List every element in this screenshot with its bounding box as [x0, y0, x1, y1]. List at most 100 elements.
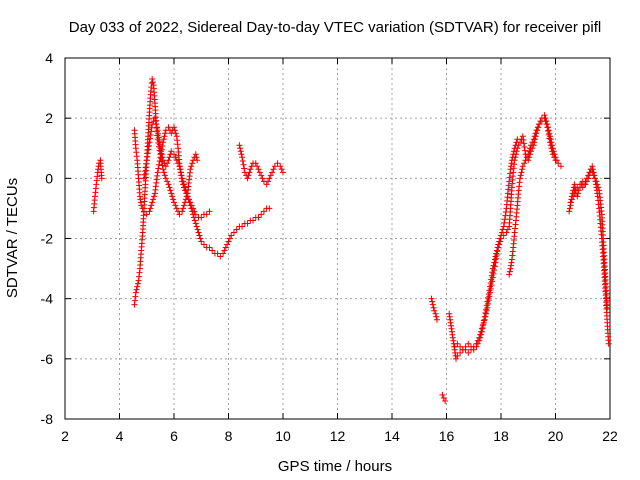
- data-point: [246, 169, 253, 176]
- data-point: [529, 139, 536, 146]
- data-point: [172, 130, 179, 137]
- y-tick-label: -2: [41, 231, 54, 247]
- y-tick-label: 0: [45, 170, 53, 186]
- data-point: [158, 151, 165, 158]
- data-point: [260, 208, 267, 215]
- data-point: [506, 268, 513, 275]
- data-point: [192, 220, 199, 227]
- data-point: [230, 229, 237, 236]
- data-point: [577, 181, 584, 188]
- data-point: [473, 343, 480, 350]
- data-point: [181, 184, 188, 191]
- data-point: [546, 135, 553, 142]
- data-point: [165, 124, 172, 131]
- data-point: [179, 175, 186, 182]
- data-point: [220, 250, 227, 257]
- data-point: [209, 247, 216, 254]
- data-point: [459, 346, 466, 353]
- data-point: [160, 157, 167, 164]
- data-point: [519, 163, 526, 170]
- data-point: [160, 136, 167, 143]
- data-point: [533, 127, 540, 134]
- data-point: [491, 259, 498, 266]
- data-point: [169, 193, 176, 200]
- data-point: [506, 271, 513, 278]
- data-point: [175, 160, 182, 167]
- data-point: [167, 187, 174, 194]
- data-point: [172, 202, 179, 209]
- data-point: [567, 199, 574, 206]
- data-point: [605, 340, 612, 347]
- data-point: [226, 235, 233, 242]
- data-point: [237, 145, 244, 152]
- data-point: [509, 154, 516, 161]
- data-point: [604, 304, 611, 311]
- data-point: [192, 211, 199, 218]
- data-point: [224, 241, 231, 248]
- data-point: [133, 286, 140, 293]
- data-point: [549, 151, 556, 158]
- data-point: [256, 169, 263, 176]
- data-point: [244, 220, 251, 227]
- data-point: [191, 217, 198, 224]
- data-point: [258, 211, 265, 218]
- data-point: [172, 154, 179, 161]
- data-point: [151, 115, 158, 122]
- data-point: [572, 187, 579, 194]
- data-point: [173, 205, 180, 212]
- data-point: [161, 172, 168, 179]
- data-point: [430, 304, 437, 311]
- data-point: [543, 121, 550, 128]
- data-point: [263, 181, 270, 188]
- data-point: [180, 205, 187, 212]
- data-point: [188, 163, 195, 170]
- data-point: [499, 226, 506, 233]
- data-point: [184, 193, 191, 200]
- data-point: [196, 232, 203, 239]
- data-point: [142, 168, 149, 175]
- data-point: [217, 253, 224, 260]
- series-sat-e: [236, 142, 286, 188]
- data-point: [462, 343, 469, 350]
- data-point: [156, 161, 163, 168]
- data-point: [523, 154, 530, 161]
- data-point: [547, 142, 554, 149]
- data-point: [527, 142, 534, 149]
- data-point: [429, 301, 436, 308]
- data-point: [177, 169, 184, 176]
- data-point: [239, 154, 246, 161]
- data-point: [168, 148, 175, 155]
- data-point: [164, 160, 171, 167]
- data-point: [180, 202, 187, 209]
- data-point: [589, 163, 596, 170]
- data-point: [269, 169, 276, 176]
- data-point: [160, 166, 167, 173]
- data-point: [138, 202, 145, 209]
- data-point: [161, 169, 168, 176]
- data-point: [134, 283, 141, 290]
- x-tick-label: 18: [493, 428, 509, 444]
- data-point: [545, 127, 552, 134]
- data-point: [193, 223, 200, 230]
- data-point: [156, 138, 163, 145]
- data-point: [433, 316, 440, 323]
- series-sat-j: [506, 115, 559, 278]
- data-point: [152, 118, 159, 125]
- data-point: [165, 181, 172, 188]
- data-point: [185, 196, 192, 203]
- data-point: [440, 394, 447, 401]
- data-point: [431, 307, 438, 314]
- y-tick-label: -4: [41, 291, 54, 307]
- data-point: [547, 139, 554, 146]
- data-point: [522, 157, 529, 164]
- data-point: [595, 184, 602, 191]
- data-point: [222, 244, 229, 251]
- data-point: [514, 136, 521, 143]
- data-point: [214, 250, 221, 257]
- data-point: [457, 349, 464, 356]
- data-point: [570, 193, 577, 200]
- data-point: [530, 136, 537, 143]
- data-point: [162, 175, 169, 182]
- data-point: [164, 178, 171, 185]
- data-point: [453, 355, 460, 362]
